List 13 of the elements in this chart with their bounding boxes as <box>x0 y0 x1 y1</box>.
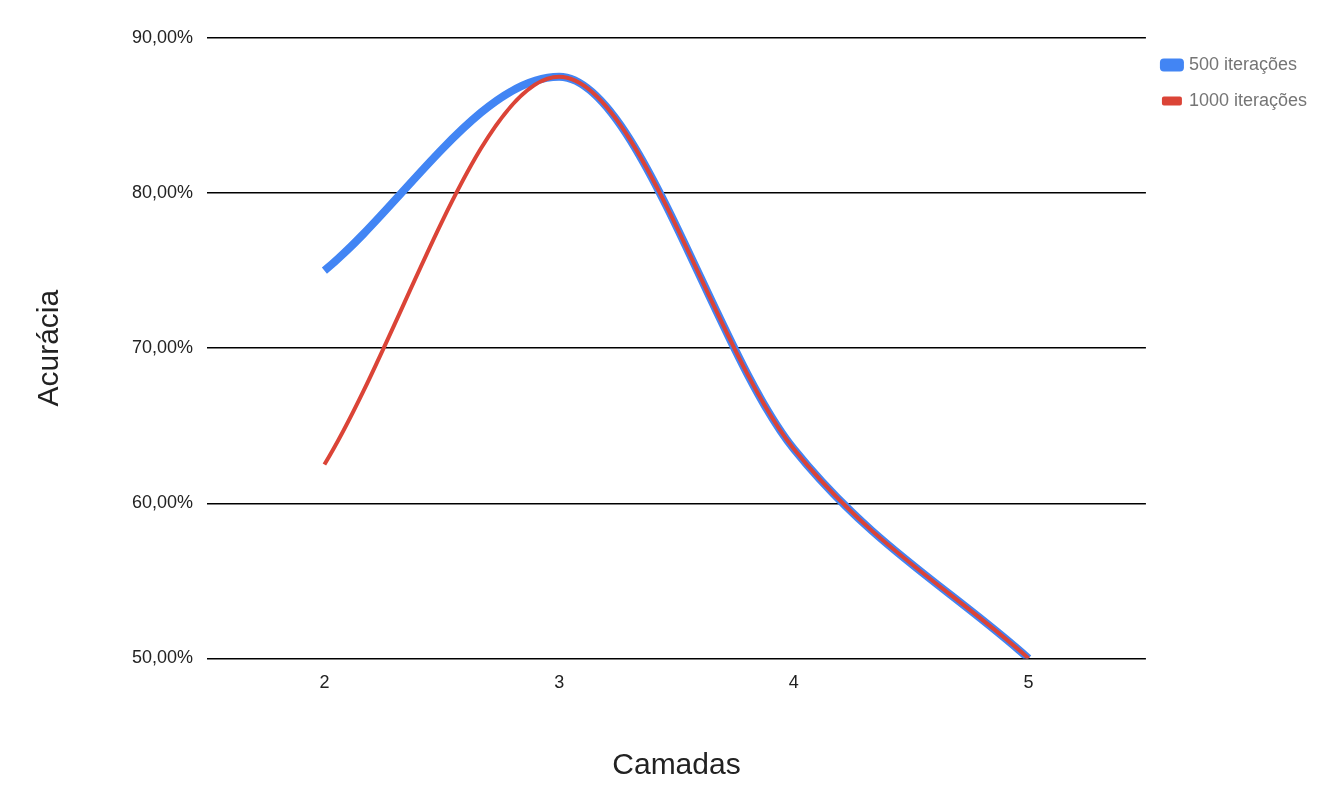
y-tick-label: 90,00% <box>131 26 194 47</box>
y-tick-label: 50,00% <box>131 647 194 668</box>
x-tick-label: 4 <box>788 672 799 693</box>
y-tick-label: 60,00% <box>131 492 194 513</box>
x-axis-title: Camadas <box>612 747 741 781</box>
y-axis-title: Acurácia <box>31 289 65 407</box>
x-tick-label: 2 <box>319 672 330 693</box>
x-tick-label: 3 <box>554 672 565 693</box>
legend-label: 500 iterações <box>1188 53 1297 74</box>
y-tick-label: 70,00% <box>131 337 194 358</box>
x-tick-label: 5 <box>1023 672 1034 693</box>
legend-label: 1000 iterações <box>1188 89 1308 110</box>
y-tick-label: 80,00% <box>131 182 194 203</box>
